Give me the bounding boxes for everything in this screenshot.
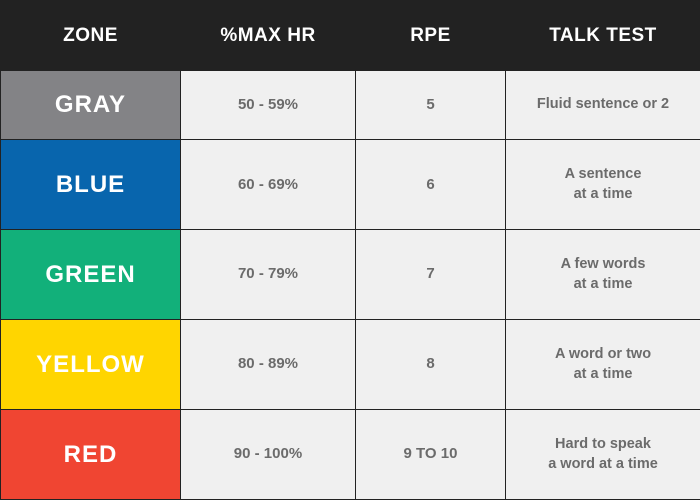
maxhr-cell: 90 - 100% (181, 410, 356, 500)
rpe-cell: 5 (356, 71, 506, 140)
zone-cell: BLUE (1, 140, 181, 230)
zone-cell: GRAY (1, 71, 181, 140)
zone-cell: RED (1, 410, 181, 500)
col-header-maxhr: %MAX HR (181, 1, 356, 71)
talk-cell: A few wordsat a time (506, 230, 700, 320)
zone-cell: YELLOW (1, 320, 181, 410)
talk-cell: A sentenceat a time (506, 140, 700, 230)
zone-cell: GREEN (1, 230, 181, 320)
table-row: GRAY 50 - 59% 5 Fluid sentence or 2 (1, 71, 700, 140)
maxhr-cell: 60 - 69% (181, 140, 356, 230)
table-row: GREEN 70 - 79% 7 A few wordsat a time (1, 230, 700, 320)
rpe-cell: 7 (356, 230, 506, 320)
rpe-cell: 9 TO 10 (356, 410, 506, 500)
rpe-cell: 8 (356, 320, 506, 410)
maxhr-cell: 80 - 89% (181, 320, 356, 410)
table-row: RED 90 - 100% 9 TO 10 Hard to speaka wor… (1, 410, 700, 500)
col-header-zone: ZONE (1, 1, 181, 71)
hr-zone-table: ZONE %MAX HR RPE TALK TEST GRAY 50 - 59%… (0, 0, 700, 500)
maxhr-cell: 50 - 59% (181, 71, 356, 140)
maxhr-cell: 70 - 79% (181, 230, 356, 320)
table-row: BLUE 60 - 69% 6 A sentenceat a time (1, 140, 700, 230)
table-header-row: ZONE %MAX HR RPE TALK TEST (1, 1, 700, 71)
talk-cell: Fluid sentence or 2 (506, 71, 700, 140)
table-row: YELLOW 80 - 89% 8 A word or twoat a time (1, 320, 700, 410)
talk-cell: A word or twoat a time (506, 320, 700, 410)
rpe-cell: 6 (356, 140, 506, 230)
col-header-talk: TALK TEST (506, 1, 700, 71)
talk-cell: Hard to speaka word at a time (506, 410, 700, 500)
col-header-rpe: RPE (356, 1, 506, 71)
